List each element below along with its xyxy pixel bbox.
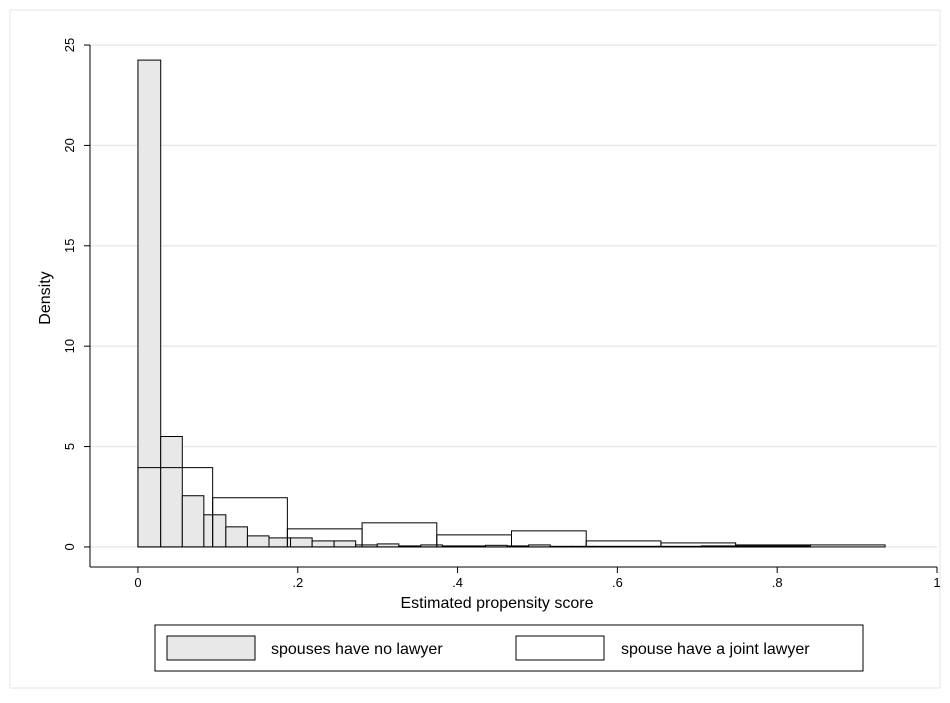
y-tick-label: 10 [62,339,77,353]
y-tick-label: 0 [62,543,77,550]
legend-box [154,624,864,672]
x-tick-label: .4 [452,575,463,590]
legend: spouses have no lawyer spouse have a joi… [154,624,864,672]
bar-no-lawyer [290,537,313,548]
x-tick-label: 0 [134,575,141,590]
y-tick-label: 5 [62,443,77,450]
y-tick-label: 20 [62,138,77,152]
bar-no-lawyer [246,535,270,548]
graph-region [9,9,941,689]
y-tick-label: 15 [62,239,77,253]
bar-no-lawyer [160,436,183,548]
bar-no-lawyer [333,540,357,548]
bar-no-lawyer [181,495,205,548]
bars [137,59,886,548]
x-tick-label: 1 [933,575,940,590]
bar-no-lawyer [203,514,227,548]
bar-joint-lawyer [212,497,288,548]
y-axis-title: Density [37,271,54,324]
legend-swatch-no-lawyer [166,635,256,661]
x-axis-title: Estimated propensity score [401,595,594,612]
legend-label-joint-lawyer: spouse have a joint lawyer [621,641,810,658]
bar-joint-lawyer [511,530,587,548]
x-tick-label: .6 [612,575,623,590]
x-tick-label: .8 [772,575,783,590]
y-tick-label: 25 [62,38,77,52]
bar-joint-lawyer [809,544,886,548]
bar-no-lawyer [225,526,248,548]
bar-no-lawyer [137,59,162,548]
legend-swatch-joint-lawyer [515,635,605,661]
gridlines [90,44,937,548]
axes: 0 5 10 15 20 25 0 .2 .4 .6 .8 1 [62,38,941,590]
x-tick-label: .2 [292,575,303,590]
legend-label-no-lawyer: spouses have no lawyer [271,641,443,658]
bar-no-lawyer [311,540,335,548]
